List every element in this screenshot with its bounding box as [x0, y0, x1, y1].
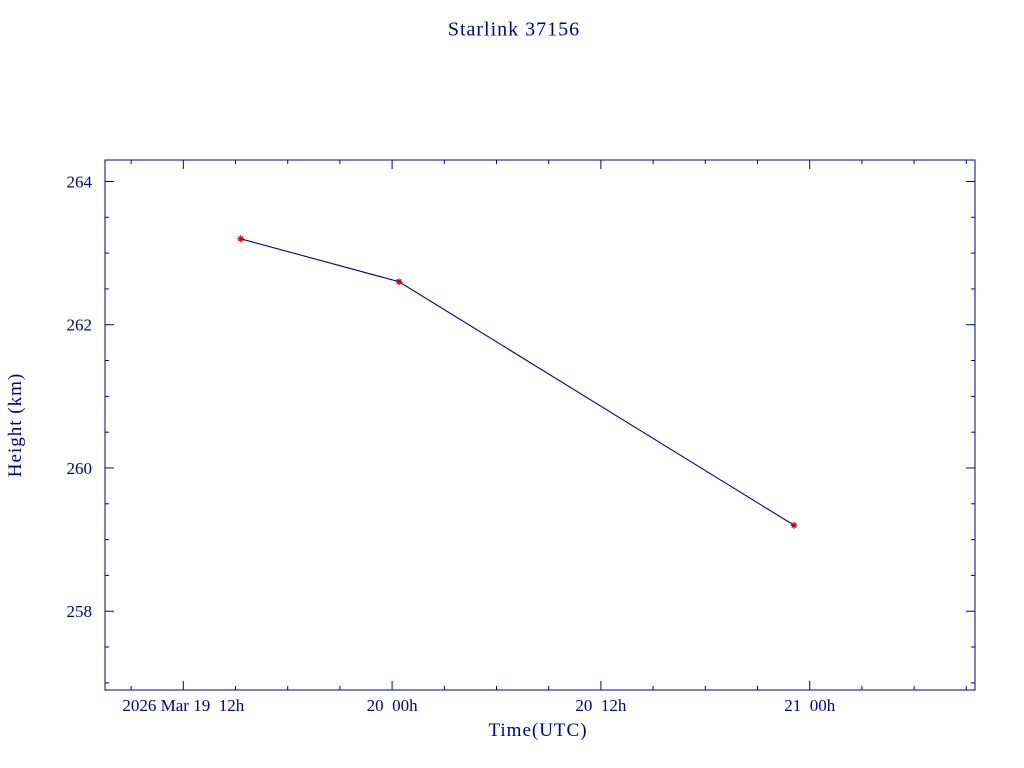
- y-tick-label: 264: [67, 172, 93, 191]
- chart-title: Starlink 37156: [447, 18, 581, 41]
- data-point-marker: [792, 524, 796, 527]
- x-tick-label: 2026 Mar 19 12h: [122, 696, 244, 715]
- x-tick-label: 20 00h: [367, 696, 419, 715]
- axis-box: [104, 159, 976, 691]
- y-tick-label: 262: [67, 316, 93, 335]
- y-tick-label: 260: [67, 459, 93, 478]
- data-point-marker: [239, 237, 242, 240]
- x-tick-label: 20 12h: [575, 696, 627, 715]
- x-axis-label: Time(UTC): [488, 720, 588, 741]
- y-tick-label: 258: [67, 602, 93, 621]
- data-line: [240, 238, 795, 526]
- x-tick-label: 21 00h: [784, 696, 836, 715]
- data-point-marker: [397, 280, 401, 283]
